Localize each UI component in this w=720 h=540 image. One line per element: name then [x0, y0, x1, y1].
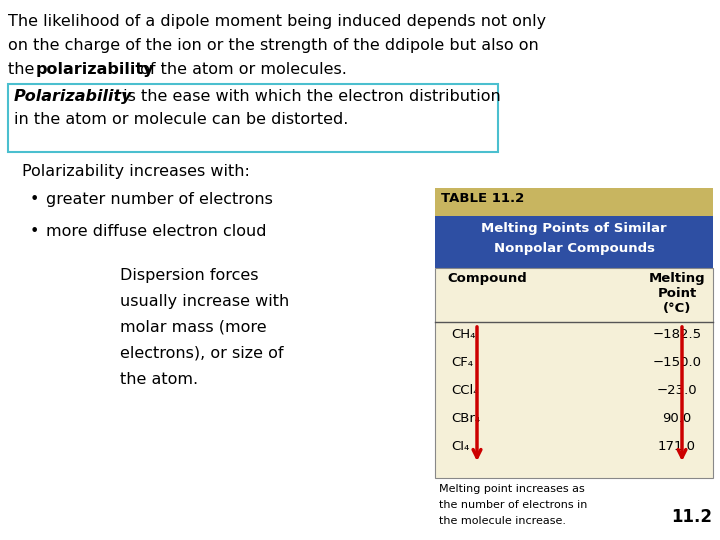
Text: Melting Points of Similar: Melting Points of Similar — [481, 222, 667, 235]
Text: 11.2: 11.2 — [671, 508, 712, 526]
Text: is the ease with which the electron distribution: is the ease with which the electron dist… — [118, 89, 500, 104]
Text: in the atom or molecule can be distorted.: in the atom or molecule can be distorted… — [14, 112, 348, 127]
Text: usually increase with: usually increase with — [120, 294, 289, 309]
Text: Dispersion forces: Dispersion forces — [120, 268, 258, 283]
Text: •: • — [30, 192, 40, 207]
Text: The likelihood of a dipole moment being induced depends not only: The likelihood of a dipole moment being … — [8, 14, 546, 29]
Text: •: • — [30, 224, 40, 239]
Text: greater number of electrons: greater number of electrons — [46, 192, 273, 207]
Text: (°C): (°C) — [663, 302, 691, 315]
Text: the: the — [8, 62, 40, 77]
Text: −182.5: −182.5 — [652, 328, 701, 341]
Text: CH₄: CH₄ — [451, 328, 475, 341]
Text: Melting point increases as: Melting point increases as — [439, 484, 585, 494]
Text: −150.0: −150.0 — [652, 356, 701, 369]
Text: −23.0: −23.0 — [657, 384, 697, 397]
Text: Nonpolar Compounds: Nonpolar Compounds — [493, 242, 654, 255]
Text: the atom.: the atom. — [120, 372, 198, 387]
Text: polarizability: polarizability — [36, 62, 155, 77]
Text: the number of electrons in: the number of electrons in — [439, 500, 588, 510]
Text: TABLE 11.2: TABLE 11.2 — [441, 192, 524, 205]
Text: of the atom or molecules.: of the atom or molecules. — [135, 62, 347, 77]
Text: CF₄: CF₄ — [451, 356, 473, 369]
FancyBboxPatch shape — [8, 84, 498, 152]
Text: electrons), or size of: electrons), or size of — [120, 346, 284, 361]
Text: 171.0: 171.0 — [658, 440, 696, 453]
Text: molar mass (more: molar mass (more — [120, 320, 266, 335]
Text: CBr₄: CBr₄ — [451, 412, 480, 425]
Text: CI₄: CI₄ — [451, 440, 469, 453]
FancyBboxPatch shape — [435, 216, 713, 268]
Text: Compound: Compound — [447, 272, 527, 285]
Text: the molecule increase.: the molecule increase. — [439, 516, 566, 526]
Text: more diffuse electron cloud: more diffuse electron cloud — [46, 224, 266, 239]
Text: Polarizability: Polarizability — [14, 89, 132, 104]
Text: Point: Point — [657, 287, 697, 300]
Text: on the charge of the ion or the strength of the ddipole but also on: on the charge of the ion or the strength… — [8, 38, 539, 53]
FancyBboxPatch shape — [435, 268, 713, 478]
FancyBboxPatch shape — [435, 188, 713, 216]
Text: Polarizability increases with:: Polarizability increases with: — [22, 164, 250, 179]
Text: 90.0: 90.0 — [662, 412, 692, 425]
Text: Melting: Melting — [649, 272, 706, 285]
Text: CCl₄: CCl₄ — [451, 384, 479, 397]
